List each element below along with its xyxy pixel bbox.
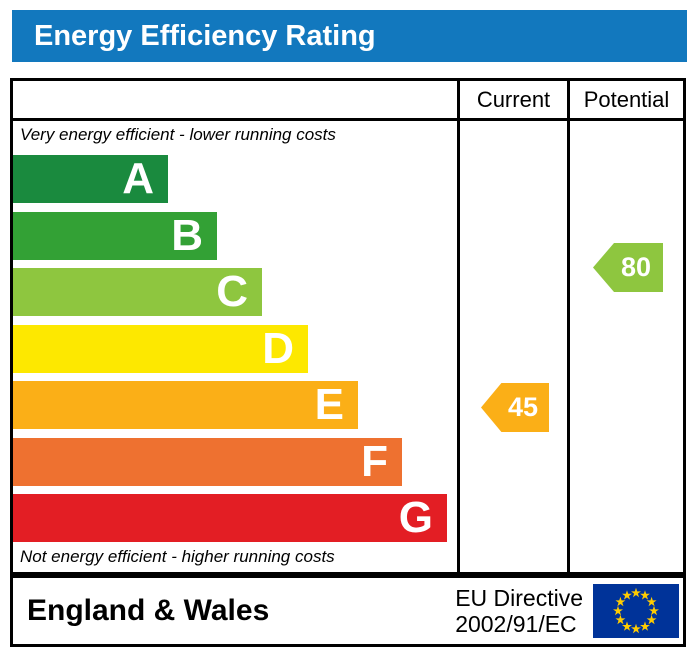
band-letter: F bbox=[361, 436, 388, 486]
eu-directive-line2: 2002/91/EC bbox=[455, 611, 577, 637]
region-label: England & Wales bbox=[27, 594, 270, 627]
eu-flag-star bbox=[640, 621, 650, 631]
band-letter: B bbox=[171, 210, 203, 260]
eu-flag-star bbox=[631, 587, 641, 598]
eu-flag-star bbox=[646, 596, 657, 607]
band-letter: E bbox=[314, 380, 344, 429]
band-a: A bbox=[13, 155, 168, 203]
column-header-current: Current bbox=[476, 86, 551, 112]
eu-flag-star bbox=[640, 590, 650, 600]
eu-directive-label: EU Directive 2002/91/EC bbox=[455, 585, 583, 638]
rating-table: Current Potential Very energy efficient … bbox=[10, 78, 686, 575]
title-bar: Energy Efficiency Rating bbox=[12, 10, 687, 62]
column-divider-left bbox=[457, 81, 460, 572]
band-letter: A bbox=[122, 154, 154, 203]
band-f: F bbox=[13, 436, 402, 486]
eu-flag-star bbox=[622, 621, 632, 631]
current-rating-arrow: 45 bbox=[481, 383, 549, 432]
eu-flag-star bbox=[613, 605, 623, 616]
eu-flag-stars bbox=[613, 587, 659, 634]
band-g: G bbox=[13, 494, 447, 542]
eu-flag-star bbox=[615, 596, 626, 607]
eu-flag-star bbox=[615, 614, 626, 625]
eu-flag-star bbox=[631, 623, 641, 634]
band-e: E bbox=[13, 381, 358, 429]
eu-flag-icon bbox=[593, 584, 679, 638]
eu-flag-star bbox=[649, 605, 659, 616]
band-c: C bbox=[13, 268, 262, 316]
band-b: B bbox=[13, 210, 217, 260]
caption-not-efficient: Not energy efficient - higher running co… bbox=[20, 547, 335, 566]
current-rating-value: 45 bbox=[507, 392, 539, 422]
eu-directive-line1: EU Directive bbox=[455, 584, 583, 611]
eu-flag-star bbox=[622, 590, 632, 600]
column-header-potential: Potential bbox=[583, 86, 670, 112]
band-letter: D bbox=[262, 323, 294, 373]
band-letter: G bbox=[398, 493, 433, 542]
column-divider-right bbox=[567, 81, 570, 572]
header-divider-line bbox=[13, 118, 683, 121]
potential-rating-value: 80 bbox=[620, 252, 652, 282]
potential-rating-arrow: 80 bbox=[593, 243, 663, 292]
page-title: Energy Efficiency Rating bbox=[34, 19, 376, 52]
eu-flag-star bbox=[646, 614, 657, 625]
band-letter: C bbox=[216, 267, 248, 316]
band-d: D bbox=[13, 323, 308, 373]
footer-bar: England & Wales EU Directive 2002/91/EC bbox=[10, 575, 686, 647]
caption-very-efficient: Very energy efficient - lower running co… bbox=[20, 125, 336, 144]
